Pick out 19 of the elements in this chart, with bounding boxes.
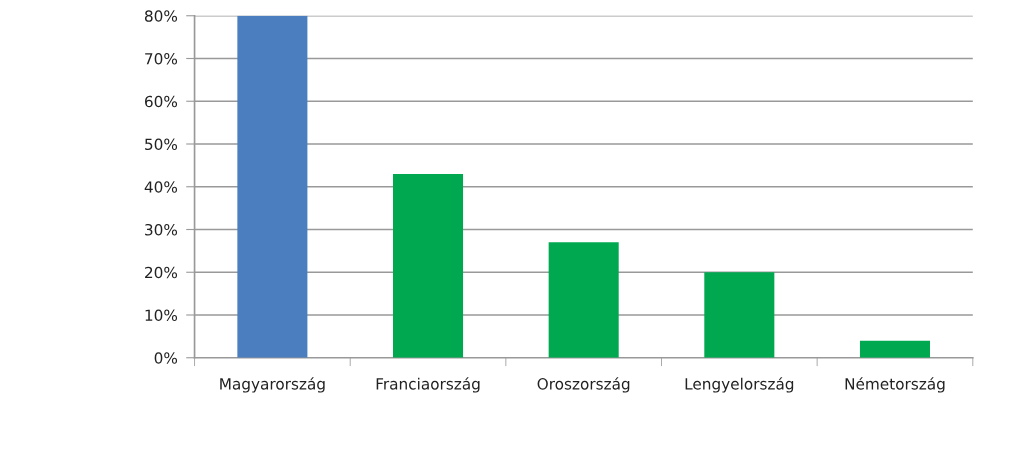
y-tick-label: 50% bbox=[145, 138, 178, 151]
y-tick-label: 30% bbox=[145, 223, 178, 236]
x-tick-label: Franciaország bbox=[376, 377, 480, 393]
y-tick-label: 20% bbox=[145, 266, 178, 279]
y-tick-label: 70% bbox=[145, 52, 178, 65]
y-tick-label: 80% bbox=[144, 10, 178, 22]
bar bbox=[237, 15, 308, 358]
y-tick-label: 10% bbox=[145, 309, 178, 322]
y-tick-label: 0% bbox=[154, 352, 178, 364]
x-tick-label: Magyarország bbox=[220, 377, 325, 393]
y-tick-label: 40% bbox=[144, 181, 178, 193]
x-tick-label: Oroszország bbox=[537, 377, 630, 393]
bar bbox=[704, 272, 775, 358]
bar bbox=[393, 173, 464, 358]
bar bbox=[548, 242, 619, 358]
bar bbox=[859, 340, 930, 358]
y-tick-label: 60% bbox=[145, 95, 178, 108]
x-tick-label: Lengyelország bbox=[685, 377, 794, 393]
x-tick-label: Németország bbox=[845, 377, 945, 393]
